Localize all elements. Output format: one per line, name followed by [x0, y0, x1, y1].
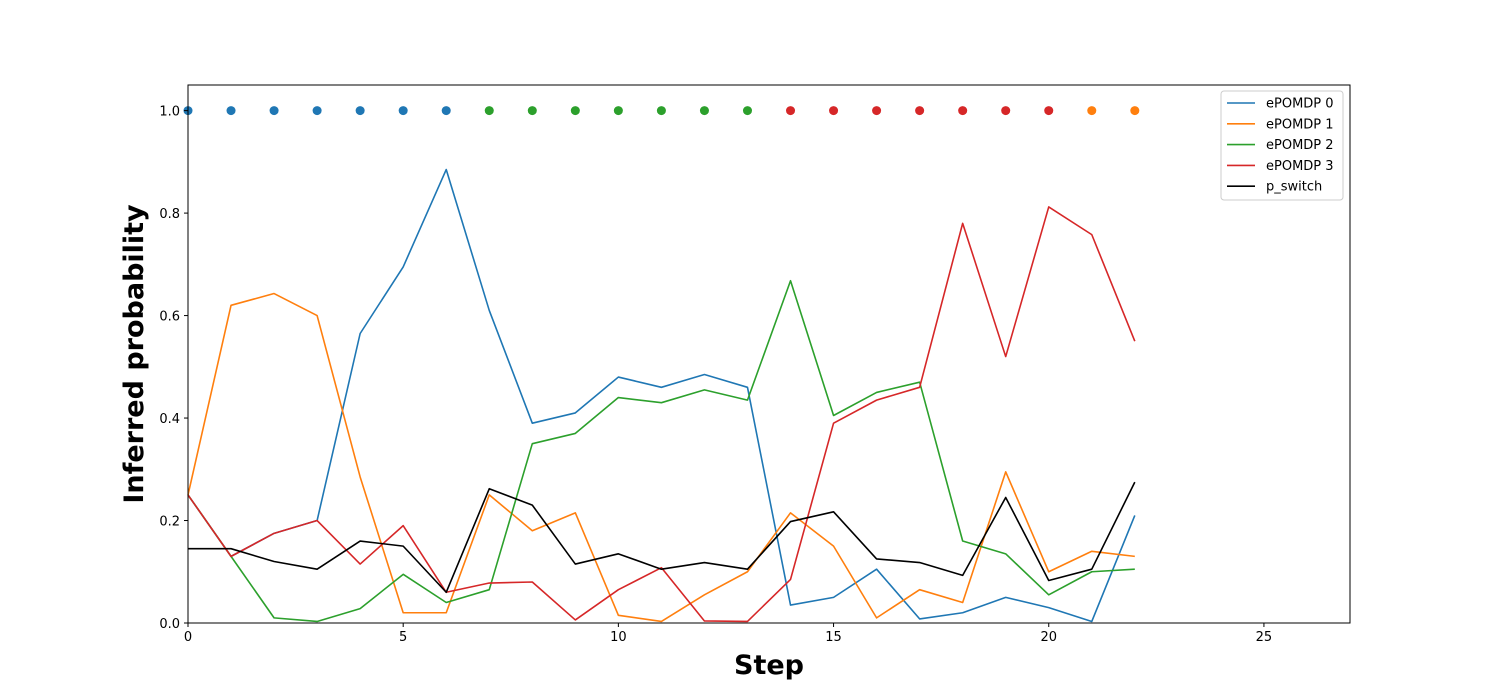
legend-items: ePOMDP 0 ePOMDP 1 ePOMDP 2 ePOMDP 3 p_switch [1227, 97, 1334, 195]
x-tick-label: 25 [1256, 630, 1273, 645]
x-tick-label: 0 [184, 630, 192, 645]
marker-point [441, 106, 451, 116]
legend-label-epomdp-3: ePOMDP 3 [1266, 159, 1334, 174]
marker-point [527, 106, 537, 116]
y-axis-title: Inferred probability [119, 204, 150, 504]
x-tick-label: 20 [1040, 630, 1057, 645]
marker-point [613, 106, 623, 116]
x-tick-label: 5 [399, 630, 407, 645]
legend-label-epomdp-2: ePOMDP 2 [1266, 138, 1334, 153]
y-tick-label: 0.0 [159, 617, 180, 632]
series-line-epomdp-0 [187, 168, 1136, 623]
legend-box [1220, 90, 1344, 201]
marker-point [269, 106, 279, 116]
marker-point [829, 106, 839, 116]
legend-label-p-switch: p_switch [1266, 180, 1322, 195]
y-tick-label: 0.2 [159, 515, 180, 530]
series-line-p-switch [188, 481, 1136, 594]
marker-point [355, 106, 365, 116]
marker-point [312, 106, 322, 116]
x-tick-label: 10 [610, 630, 627, 645]
marker-point [786, 106, 796, 116]
plot-area [188, 85, 1350, 623]
marker-point [570, 106, 580, 116]
y-axis-ticks: 0.0 0.2 0.4 0.6 0.8 1.0 [159, 105, 188, 632]
series-line-epomdp-2 [187, 279, 1135, 623]
marker-point [742, 106, 752, 116]
marker-points [183, 106, 1140, 116]
marker-point [656, 106, 666, 116]
legend-label-epomdp-1: ePOMDP 1 [1266, 117, 1334, 132]
marker-point [872, 106, 882, 116]
y-tick-label: 0.4 [159, 412, 180, 427]
marker-point [1087, 106, 1097, 116]
x-axis-title: Step [734, 650, 804, 681]
x-axis-ticks: 0 5 10 15 20 25 [184, 623, 1272, 645]
x-tick-label: 15 [825, 630, 842, 645]
marker-point [915, 106, 925, 116]
series-line-epomdp-1 [187, 292, 1135, 623]
y-tick-label: 0.8 [159, 207, 180, 222]
legend: ePOMDP 0 ePOMDP 1 ePOMDP 2 ePOMDP 3 p_switch [1220, 90, 1344, 201]
plot-frame [187, 84, 1351, 624]
y-tick-label: 1.0 [159, 105, 180, 120]
marker-point [699, 106, 709, 116]
marker-point [1001, 106, 1011, 116]
marker-point [226, 106, 236, 116]
marker-point [958, 106, 968, 116]
legend-label-epomdp-0: ePOMDP 0 [1266, 97, 1334, 112]
marker-point [398, 106, 408, 116]
marker-point [484, 106, 494, 116]
y-tick-label: 0.6 [159, 310, 180, 325]
series-lines [187, 168, 1136, 623]
marker-point [1130, 106, 1140, 116]
marker-point [1044, 106, 1054, 116]
